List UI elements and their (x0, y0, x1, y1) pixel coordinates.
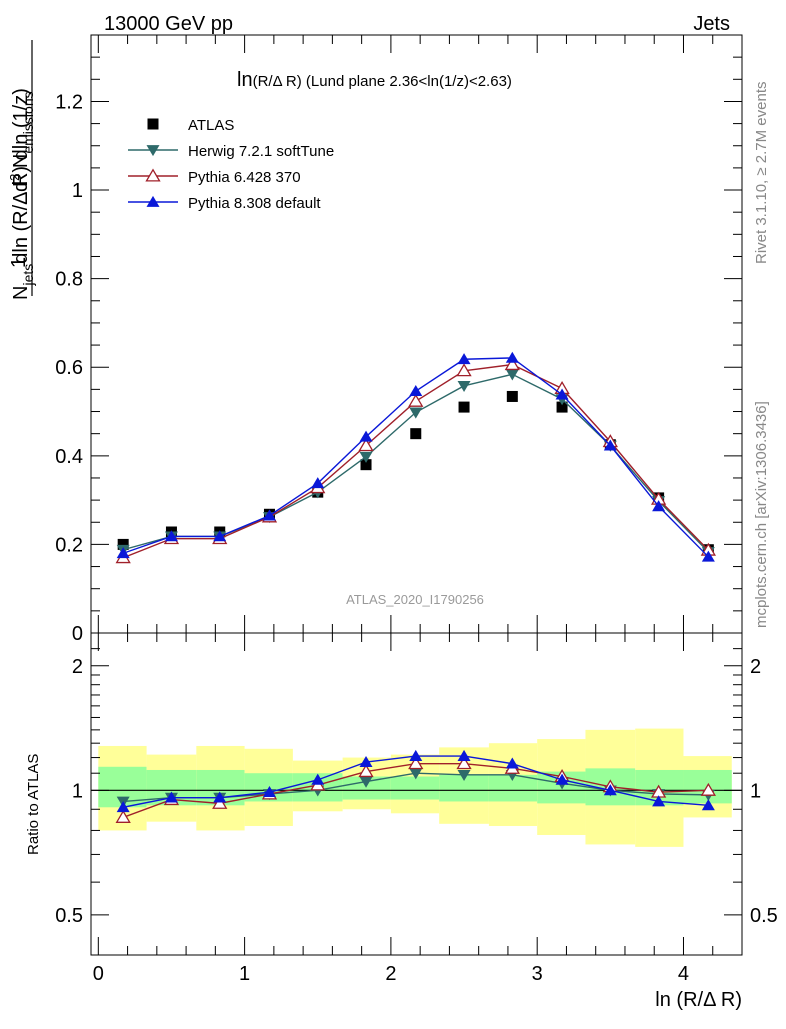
ratio-point-herwig-7-2-1-softtune (359, 776, 373, 788)
ratio-point-pythia-8-308-default (701, 799, 715, 811)
ratio-point-pythia-6-428-370 (408, 756, 424, 770)
ratio-point-pythia-8-308-default (116, 801, 130, 813)
ratio-point-pythia-8-308-default (359, 755, 373, 767)
inner-band-bin (390, 776, 440, 800)
ratio-point-pythia-8-308-default (505, 757, 519, 769)
ratio-y-label: Ratio to ATLAS (25, 754, 42, 855)
lower-series (115, 749, 716, 823)
x-tick-label: 1 (239, 963, 250, 985)
lower-axes: 0.5 0.5 1 1 2 2 0 1 2 3 4 (55, 632, 778, 985)
ratio-point-herwig-7-2-1-softtune (457, 769, 471, 782)
y-label-one: 1 (8, 257, 30, 268)
ratio-point-pythia-6-428-370 (358, 764, 374, 778)
upper-y-axis-label: 1 Njetsdln (R/Δ R) dln (1/z) d2 Nemissio… (7, 40, 36, 300)
point-atlas (506, 390, 518, 402)
legend-marker-atlas (147, 118, 159, 130)
upper-y-tick-label: 1.2 (55, 91, 83, 113)
lower-y-tick-label-right: 1 (750, 780, 761, 802)
ratio-point-pythia-8-308-default (213, 791, 227, 803)
ratio-point-pythia-6-428-370 (700, 782, 716, 796)
ratio-point-pythia-8-308-default (555, 773, 569, 785)
ratio-bands (91, 728, 742, 847)
x-tick-label: 2 (385, 963, 396, 985)
upper-y-tick-label: 0.6 (55, 357, 83, 379)
point-pythia-6-428-370 (456, 363, 472, 377)
legend-marker-pythia-8-308-default (146, 195, 160, 207)
ratio-point-pythia-8-308-default (457, 749, 471, 761)
point-atlas (410, 428, 422, 440)
analysis-watermark: ATLAS_2020_I1790256 (346, 592, 484, 607)
point-pythia-8-308-default (701, 550, 715, 562)
upper-y-tick-label: 0.2 (55, 534, 83, 556)
ratio-point-pythia-8-308-default (652, 795, 666, 807)
point-pythia-8-308-default (457, 353, 471, 365)
point-herwig-7-2-1-softtune (505, 369, 519, 381)
point-pythia-8-308-default (505, 351, 519, 363)
point-pythia-8-308-default (164, 530, 178, 542)
upper-y-tick-label: 0.8 (55, 269, 83, 291)
lower-y-tick-label: 2 (72, 656, 83, 678)
point-herwig-7-2-1-softtune (359, 451, 373, 463)
ratio-point-pythia-8-308-default (409, 749, 423, 761)
rivet-label: Rivet 3.1.10, ≥ 2.7M events (753, 82, 770, 265)
lower-y-tick-label: 1 (72, 780, 83, 802)
x-tick-label: 4 (678, 963, 689, 985)
category-label: Jets (693, 13, 730, 35)
lower-panel-frame (90, 632, 743, 956)
point-pythia-8-308-default (409, 384, 423, 397)
inner-band-bin (342, 776, 391, 800)
point-pythia-8-308-default (359, 430, 373, 442)
ratio-point-pythia-8-308-default (603, 784, 617, 796)
upper-y-tick-label: 1 (72, 180, 83, 202)
point-pythia-8-308-default (555, 388, 569, 400)
y-label-denominator: Njetsdln (R/Δ R) dln (1/z) (10, 88, 36, 300)
lower-y-tick-label-right: 2 (750, 656, 761, 678)
x-tick-label: 0 (93, 963, 104, 985)
lower-y-tick-label: 0.5 (55, 905, 83, 927)
legend: ATLAS Herwig 7.2.1 softTune Pythia 6.428 3… (128, 117, 334, 212)
point-pythia-6-428-370 (504, 357, 520, 371)
ratio-point-pythia-6-428-370 (115, 809, 131, 823)
legend-label-pythia-8-308-default: Pythia 8.308 default (188, 195, 321, 212)
y-label-numerator: d2 Nemissions (7, 91, 36, 192)
legend-marker-herwig-7-2-1-softtune (146, 145, 160, 157)
point-herwig-7-2-1-softtune (409, 407, 423, 419)
ratio-point-pythia-6-428-370 (456, 756, 472, 770)
point-pythia-8-308-default (262, 509, 276, 521)
point-atlas (360, 459, 372, 471)
point-pythia-6-428-370 (408, 393, 424, 407)
legend-marker-pythia-6-428-370 (145, 168, 161, 182)
upper-title: ln(R/Δ R) (Lund plane 2.36<ln(1/z)<2.63) (237, 69, 512, 91)
lower-y-tick-label-right: 0.5 (750, 905, 778, 927)
mcplots-label: mcplots.cern.ch [arXiv:1306.3436] (753, 401, 770, 628)
point-pythia-8-308-default (311, 477, 325, 489)
point-pythia-6-428-370 (358, 438, 374, 452)
x-axis-label: ln (R/Δ R) (655, 989, 742, 1011)
ratio-point-pythia-8-308-default (311, 773, 325, 785)
point-pythia-8-308-default (213, 530, 227, 542)
upper-series (115, 351, 716, 564)
point-herwig-7-2-1-softtune (457, 380, 471, 393)
ratio-point-pythia-8-308-default (262, 785, 276, 798)
upper-y-tick-label: 0.4 (55, 446, 83, 468)
point-atlas (117, 538, 129, 550)
upper-y-tick-label: 0 (72, 623, 83, 645)
point-pythia-8-308-default (603, 439, 617, 451)
ratio-point-pythia-8-308-default (164, 791, 178, 803)
legend-label-herwig-7-2-1-softtune: Herwig 7.2.1 softTune (188, 143, 334, 160)
upper-axes: 0 0.2 0.4 0.6 0.8 1 1.2 (55, 34, 742, 645)
legend-label-pythia-6-428-370: Pythia 6.428 370 (188, 169, 301, 186)
point-pythia-8-308-default (652, 500, 666, 512)
ratio-point-pythia-6-428-370 (212, 795, 228, 809)
energy-label: 13000 GeV pp (104, 13, 233, 35)
point-atlas (556, 401, 568, 413)
point-pythia-8-308-default (116, 547, 130, 559)
legend-label-atlas: ATLAS (188, 117, 234, 134)
x-tick-label: 3 (532, 963, 543, 985)
point-atlas (458, 401, 470, 413)
ratio-point-herwig-7-2-1-softtune (409, 768, 423, 780)
